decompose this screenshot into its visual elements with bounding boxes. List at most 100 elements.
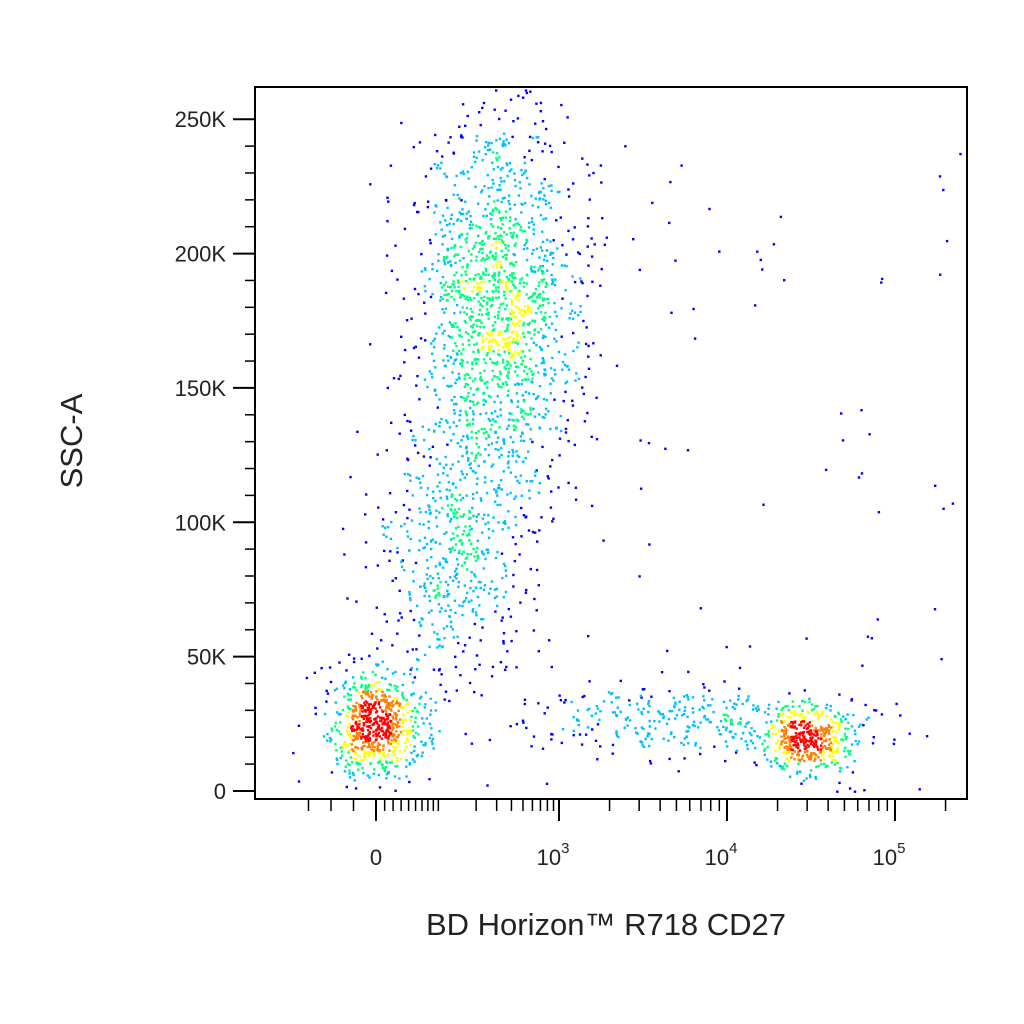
event-dot xyxy=(863,789,866,792)
event-dot xyxy=(363,750,367,753)
event-dot xyxy=(524,169,527,173)
event-dot xyxy=(759,258,762,262)
event-dot xyxy=(490,465,493,468)
event-dot xyxy=(827,728,831,732)
event-dot xyxy=(480,694,483,697)
event-dot xyxy=(518,293,521,296)
event-dot xyxy=(453,298,456,301)
event-dot xyxy=(535,343,538,347)
event-dot xyxy=(447,141,450,144)
event-dot xyxy=(737,694,740,698)
event-dot xyxy=(508,352,511,355)
event-dot xyxy=(396,741,399,744)
event-dot xyxy=(498,487,501,490)
event-dot xyxy=(810,724,814,727)
event-dot xyxy=(487,144,490,147)
event-dot xyxy=(504,297,507,300)
event-dot xyxy=(450,518,453,521)
event-dot xyxy=(376,733,380,736)
event-dot xyxy=(780,721,784,724)
event-dot xyxy=(383,767,386,770)
event-dot xyxy=(541,415,544,419)
event-dot xyxy=(596,707,600,710)
event-dot xyxy=(687,742,690,745)
event-dot xyxy=(381,710,384,713)
event-dot xyxy=(445,175,448,178)
event-dot xyxy=(822,750,825,753)
event-dot xyxy=(795,727,798,730)
event-dot xyxy=(638,268,641,272)
event-dot xyxy=(475,259,478,262)
event-dot xyxy=(341,745,345,749)
event-dot xyxy=(507,466,510,469)
event-dot xyxy=(429,582,433,585)
event-dot xyxy=(846,749,850,753)
event-dot xyxy=(361,727,364,730)
event-dot xyxy=(532,270,535,273)
event-dot xyxy=(537,293,540,296)
event-dot xyxy=(555,426,558,429)
event-dot xyxy=(386,220,389,223)
event-dot xyxy=(374,729,378,732)
event-dot xyxy=(754,304,757,307)
event-dot xyxy=(477,286,480,289)
event-dot xyxy=(550,665,553,669)
event-dot xyxy=(351,748,354,751)
event-dot xyxy=(809,742,812,746)
event-dot xyxy=(499,303,502,306)
event-dot xyxy=(424,268,427,271)
event-dot xyxy=(516,454,519,457)
event-dot xyxy=(406,535,410,538)
event-dot xyxy=(529,567,532,571)
event-dot xyxy=(463,287,466,291)
event-dot xyxy=(540,182,543,185)
event-dot xyxy=(538,529,541,532)
x-axis-title: BD Horizon™ R718 CD27 xyxy=(426,907,786,942)
event-dot xyxy=(449,285,452,289)
event-dot xyxy=(475,515,478,518)
event-dot xyxy=(481,304,484,308)
event-dot xyxy=(494,448,497,451)
event-dot xyxy=(405,703,408,707)
event-dot xyxy=(358,735,361,738)
event-dot xyxy=(366,774,370,777)
event-dot xyxy=(355,701,358,705)
event-dot xyxy=(418,702,421,706)
event-dot xyxy=(599,164,603,167)
event-dot xyxy=(658,720,661,723)
event-dot xyxy=(687,698,690,701)
event-dot xyxy=(432,668,436,671)
event-dot xyxy=(560,741,563,745)
event-dot xyxy=(476,546,479,550)
event-dot xyxy=(350,726,353,729)
event-dot xyxy=(423,267,427,270)
event-dot xyxy=(547,302,550,305)
event-dot xyxy=(431,623,434,626)
event-dot xyxy=(346,705,350,708)
event-dot xyxy=(707,718,710,721)
event-dot xyxy=(441,308,444,311)
event-dot xyxy=(576,718,579,721)
event-dot xyxy=(512,428,516,432)
event-dot xyxy=(488,738,492,742)
event-dot xyxy=(491,256,495,259)
event-dot xyxy=(495,246,498,250)
event-dot xyxy=(843,732,847,736)
event-dot xyxy=(496,235,500,238)
event-dot xyxy=(557,486,560,489)
event-dot xyxy=(361,745,364,748)
event-dot xyxy=(595,438,599,441)
event-dot xyxy=(437,326,441,329)
event-dot xyxy=(492,276,495,279)
event-dot xyxy=(473,285,476,288)
event-dot xyxy=(482,588,486,591)
event-dot xyxy=(555,340,558,343)
event-dot xyxy=(934,484,937,487)
event-dot xyxy=(509,436,512,439)
event-dot xyxy=(442,258,446,261)
event-dot xyxy=(772,725,776,728)
event-dot xyxy=(374,673,377,676)
event-dot xyxy=(478,242,481,245)
event-dot xyxy=(819,759,822,762)
event-dot xyxy=(802,717,805,720)
